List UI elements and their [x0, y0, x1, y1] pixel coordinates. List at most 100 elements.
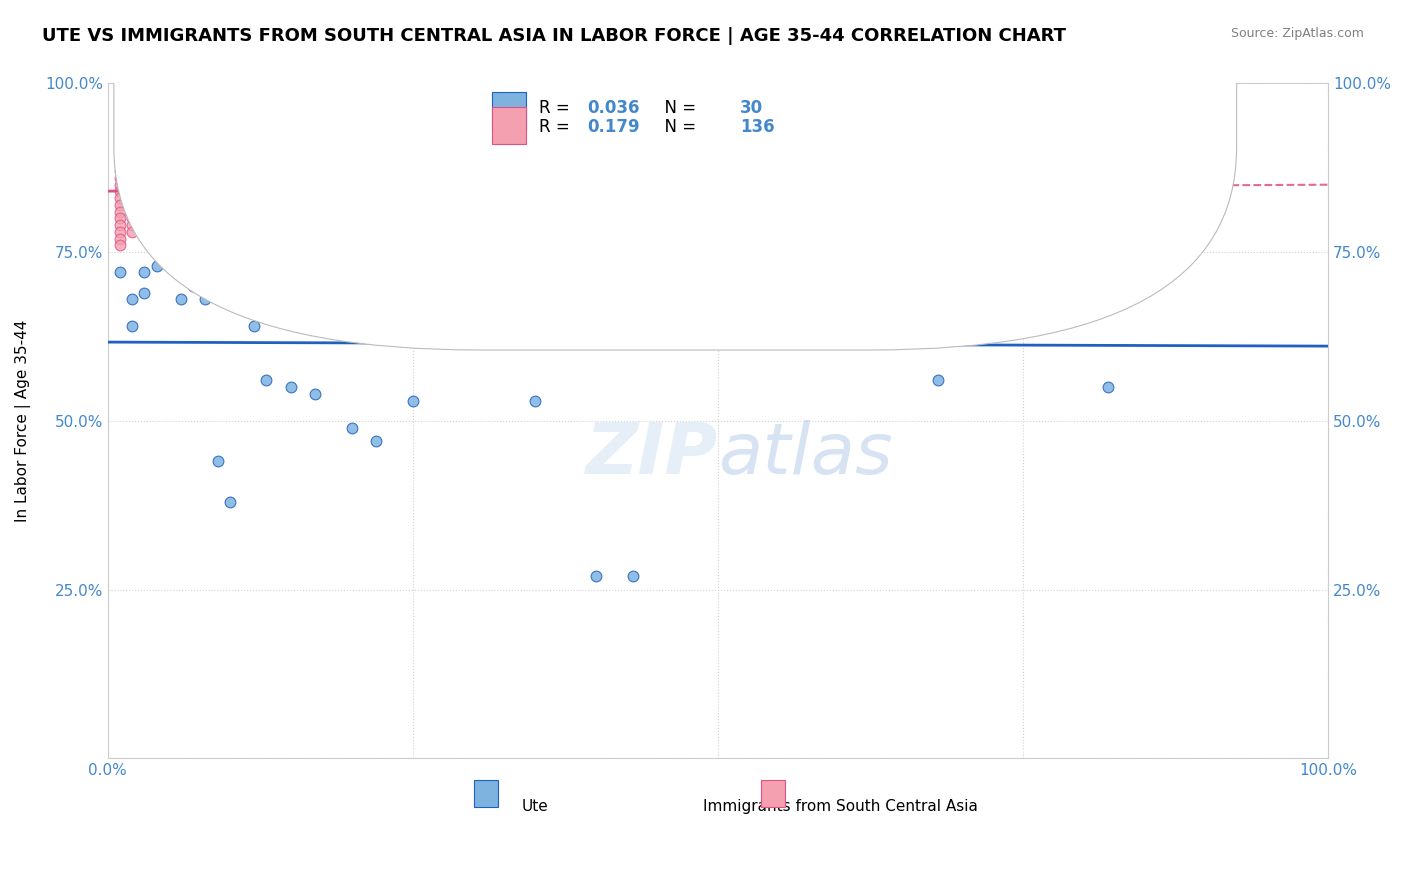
Text: N =: N =: [654, 119, 702, 136]
Point: [218, 170, 240, 185]
Text: N =: N =: [654, 99, 702, 118]
Point: [426, 164, 449, 178]
Point: [523, 164, 546, 178]
Point: [536, 238, 558, 252]
Point: [267, 232, 290, 246]
Point: [170, 170, 193, 185]
Point: [536, 164, 558, 178]
Point: [170, 252, 193, 266]
Point: [731, 191, 754, 205]
Point: [254, 218, 277, 232]
Point: [292, 164, 315, 178]
Point: [658, 225, 681, 239]
Point: [157, 178, 180, 192]
Point: [645, 164, 668, 178]
Point: [231, 170, 253, 185]
Point: [486, 164, 509, 178]
Point: [523, 393, 546, 408]
Point: [108, 185, 131, 199]
Point: [1097, 191, 1119, 205]
Point: [231, 164, 253, 178]
Point: [707, 238, 730, 252]
Point: [950, 170, 973, 185]
Point: [598, 164, 620, 178]
Point: [987, 164, 1010, 178]
Point: [181, 170, 204, 185]
Y-axis label: In Labor Force | Age 35-44: In Labor Force | Age 35-44: [15, 319, 31, 522]
Point: [413, 164, 436, 178]
Point: [402, 393, 425, 408]
Point: [634, 218, 657, 232]
Point: [157, 164, 180, 178]
Point: [157, 170, 180, 185]
Point: [853, 164, 876, 178]
Point: [194, 164, 217, 178]
Point: [254, 164, 277, 178]
Point: [194, 293, 217, 307]
Point: [207, 454, 229, 468]
FancyBboxPatch shape: [492, 107, 526, 145]
Point: [134, 178, 156, 192]
Point: [950, 232, 973, 246]
Point: [134, 191, 156, 205]
Text: R =: R =: [538, 119, 575, 136]
Point: [439, 232, 461, 246]
Point: [121, 225, 143, 239]
Text: Immigrants from South Central Asia: Immigrants from South Central Asia: [703, 799, 977, 814]
Point: [280, 157, 302, 171]
Point: [121, 218, 143, 232]
Point: [682, 232, 704, 246]
Point: [890, 232, 912, 246]
Point: [121, 191, 143, 205]
Point: [218, 164, 240, 178]
Point: [475, 164, 498, 178]
Point: [402, 164, 425, 178]
Point: [377, 164, 399, 178]
Point: [463, 218, 485, 232]
Point: [181, 157, 204, 171]
Point: [585, 157, 607, 171]
Point: [292, 211, 315, 226]
Point: [134, 285, 156, 300]
Point: [243, 319, 266, 334]
Text: 30: 30: [740, 99, 763, 118]
Point: [170, 178, 193, 192]
Point: [389, 164, 412, 178]
Point: [366, 211, 388, 226]
Point: [108, 157, 131, 171]
Point: [145, 238, 167, 252]
Point: [828, 164, 851, 178]
Point: [108, 238, 131, 252]
Point: [1195, 191, 1218, 205]
Point: [486, 225, 509, 239]
Point: [108, 164, 131, 178]
Point: [145, 170, 167, 185]
Point: [134, 164, 156, 178]
Point: [486, 198, 509, 212]
Point: [366, 164, 388, 178]
Point: [134, 170, 156, 185]
Point: [194, 170, 217, 185]
Point: [329, 164, 352, 178]
Point: [927, 373, 949, 387]
Point: [145, 185, 167, 199]
Point: [512, 164, 534, 178]
Point: [353, 164, 375, 178]
Point: [682, 164, 704, 178]
Text: atlas: atlas: [718, 420, 893, 489]
Point: [329, 238, 352, 252]
FancyBboxPatch shape: [114, 0, 1237, 350]
Point: [207, 170, 229, 185]
Point: [145, 164, 167, 178]
Point: [585, 569, 607, 583]
Point: [463, 164, 485, 178]
Point: [121, 211, 143, 226]
Point: [609, 164, 631, 178]
Point: [927, 164, 949, 178]
Point: [609, 211, 631, 226]
Point: [366, 434, 388, 449]
Text: R =: R =: [538, 99, 575, 118]
FancyBboxPatch shape: [474, 780, 498, 807]
Point: [181, 279, 204, 293]
Point: [560, 164, 582, 178]
